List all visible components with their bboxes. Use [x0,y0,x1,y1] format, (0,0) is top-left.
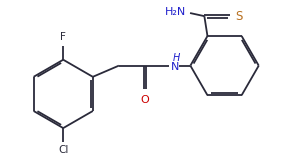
Text: N: N [171,62,179,72]
Text: H: H [172,53,180,63]
Text: Cl: Cl [58,146,69,155]
Text: S: S [235,10,242,23]
Text: O: O [141,95,149,105]
Text: F: F [60,32,66,42]
Text: H₂N: H₂N [164,7,186,17]
